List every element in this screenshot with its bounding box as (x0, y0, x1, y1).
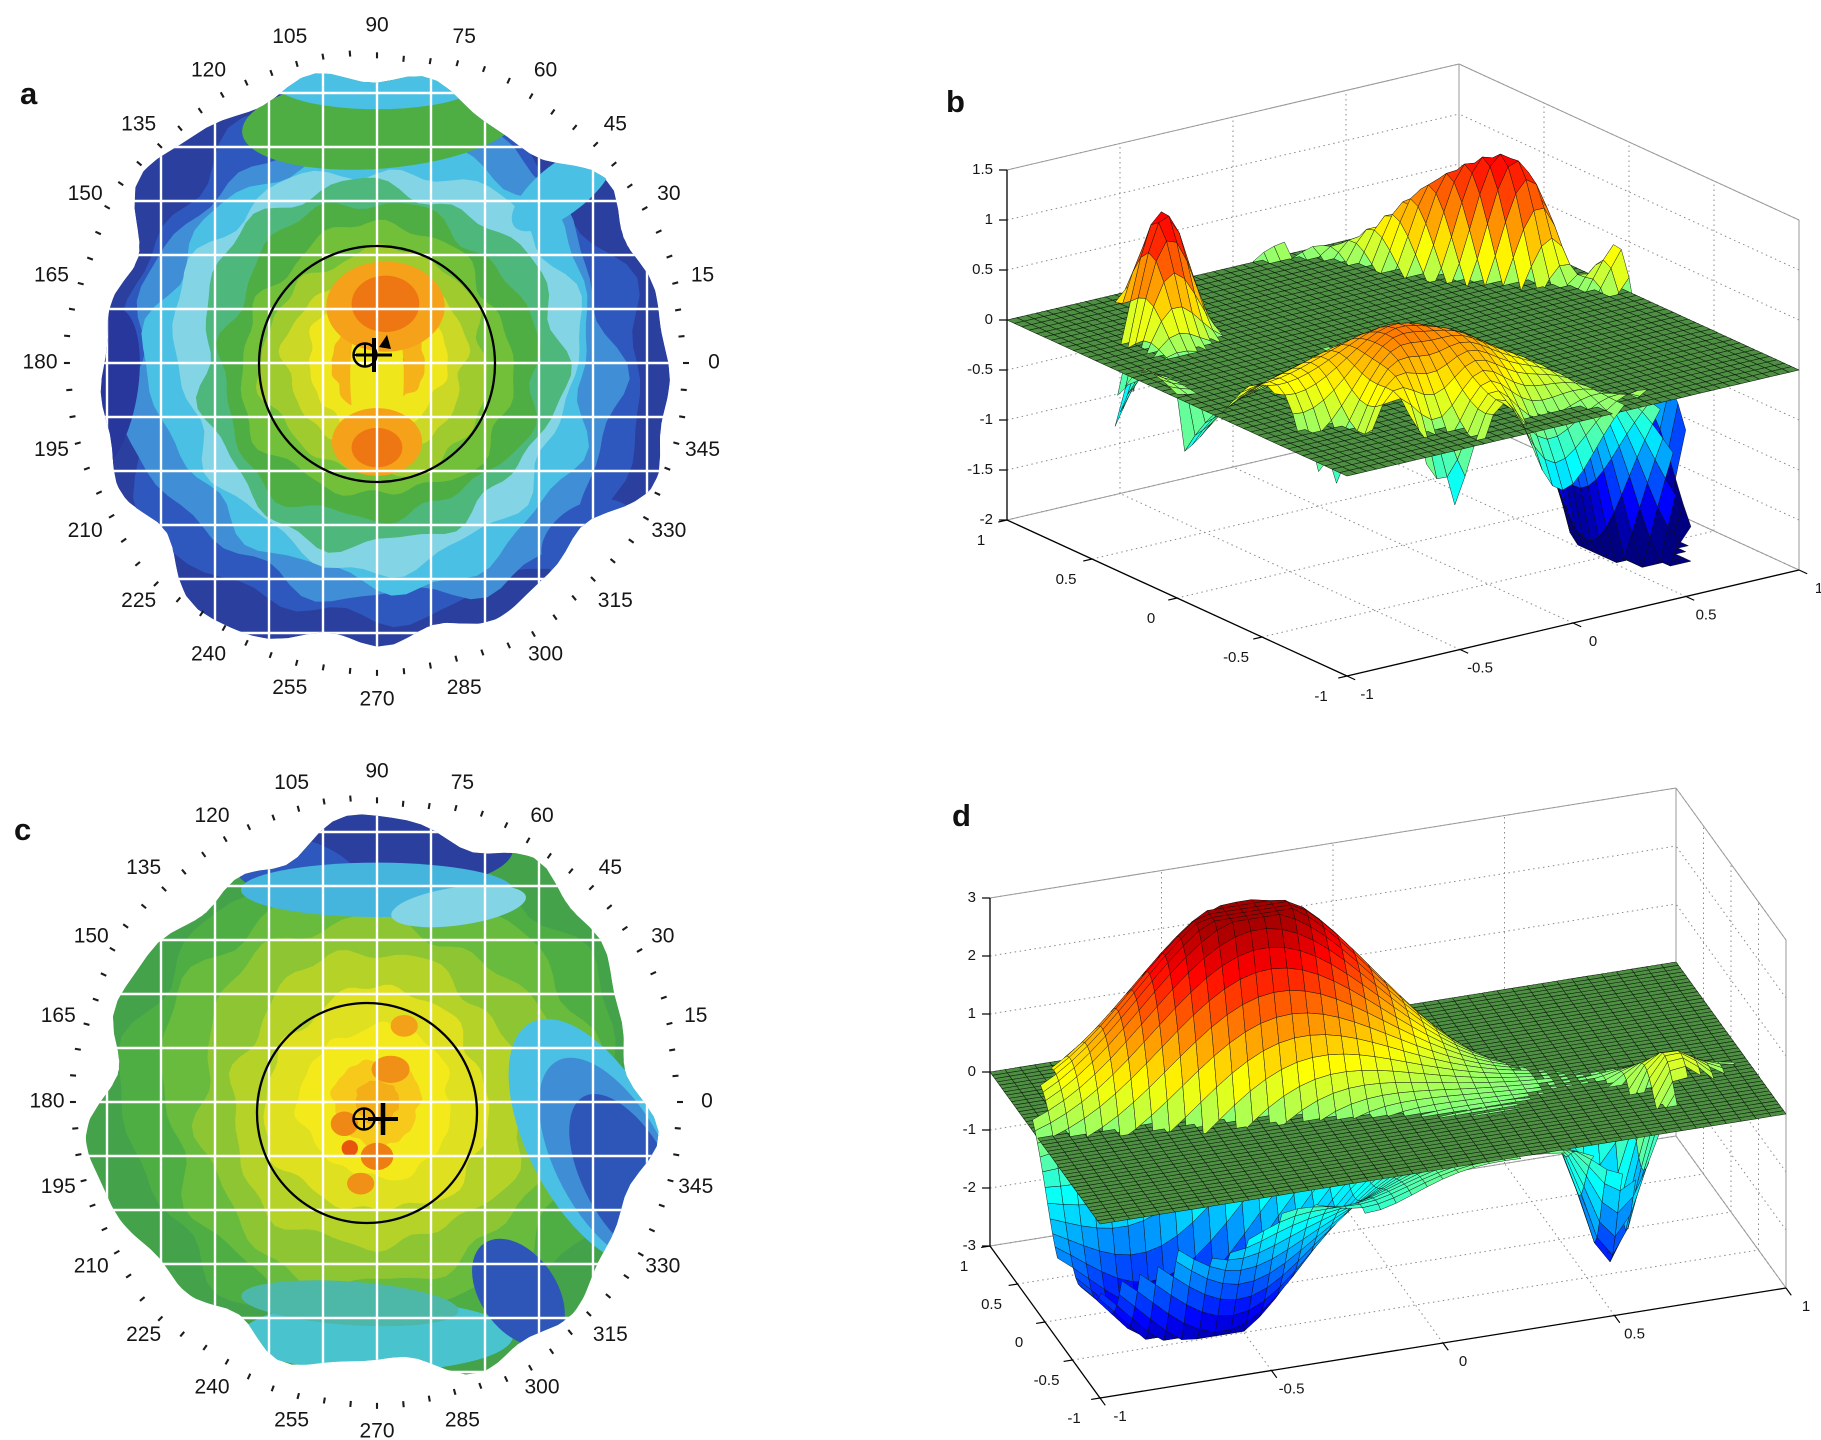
svg-text:-0.5: -0.5 (967, 361, 993, 378)
svg-text:255: 255 (272, 676, 307, 699)
panel-label-c: c (14, 812, 32, 847)
svg-text:165: 165 (34, 263, 69, 286)
svg-text:75: 75 (451, 771, 474, 794)
svg-text:195: 195 (41, 1175, 76, 1198)
svg-text:285: 285 (445, 1408, 480, 1431)
svg-text:105: 105 (272, 25, 307, 48)
svg-text:-2: -2 (980, 511, 993, 528)
svg-text:1: 1 (1815, 580, 1821, 597)
svg-text:150: 150 (68, 182, 103, 205)
y-axis-tick-labels: 1 0.5 0 -0.5 -1 (977, 519, 1348, 705)
topography-map-a: 0 15 30 45 60 75 90 105 120 135 150 165 180 195 210 225… (22, 14, 720, 711)
svg-text:90: 90 (365, 760, 388, 783)
svg-text:210: 210 (68, 519, 103, 542)
svg-text:300: 300 (528, 642, 563, 665)
panel-label-b: b (946, 84, 965, 119)
svg-text:225: 225 (126, 1323, 161, 1346)
svg-text:1.5: 1.5 (972, 161, 993, 178)
svg-text:300: 300 (524, 1375, 559, 1398)
svg-text:45: 45 (604, 112, 627, 135)
svg-text:0: 0 (985, 311, 993, 328)
surface-plot-b: 1.5 1 0.5 0 -0.5 -1 -1.5 -2 1 0.5 0 -0.5 -1 -1 -0.5 0 0.… (967, 63, 1821, 705)
svg-text:-0.5: -0.5 (1223, 649, 1249, 666)
svg-text:345: 345 (678, 1175, 713, 1198)
svg-text:-1.5: -1.5 (967, 461, 993, 478)
angle-labels: 0 15 30 45 60 75 90 105 120 135 150 165 180 195 210 225… (22, 14, 720, 711)
svg-text:210: 210 (74, 1255, 109, 1278)
svg-text:240: 240 (191, 642, 226, 665)
svg-text:120: 120 (194, 804, 229, 827)
svg-text:330: 330 (651, 519, 686, 542)
svg-text:-1: -1 (1314, 688, 1327, 705)
svg-text:0: 0 (701, 1090, 713, 1113)
svg-text:90: 90 (365, 14, 388, 37)
svg-text:180: 180 (22, 351, 57, 374)
svg-text:225: 225 (121, 589, 156, 612)
x-axis-tick-labels: -1 -0.5 0 0.5 1 (1346, 569, 1821, 703)
svg-text:135: 135 (121, 112, 156, 135)
svg-text:270: 270 (359, 1420, 394, 1440)
svg-text:1: 1 (985, 211, 993, 228)
svg-text:315: 315 (598, 589, 633, 612)
surface-mesh (1006, 153, 1800, 568)
svg-text:-1: -1 (980, 411, 993, 428)
apex-markers (352, 335, 392, 372)
svg-text:0.5: 0.5 (972, 261, 993, 278)
x-axis-tick-labels: -1-0.500.51 (1099, 1287, 1810, 1425)
svg-text:0: 0 (708, 351, 720, 374)
topography-map-c: 0 15 30 45 60 75 90 105 120 135 150 165 180 195 210 225… (29, 760, 713, 1440)
svg-text:105: 105 (274, 771, 309, 794)
svg-text:345: 345 (685, 438, 720, 461)
svg-text:75: 75 (453, 25, 476, 48)
svg-text:285: 285 (447, 676, 482, 699)
svg-text:240: 240 (194, 1375, 229, 1398)
pupil-outline-circle (257, 244, 497, 484)
svg-text:15: 15 (691, 263, 714, 286)
svg-text:1: 1 (977, 532, 985, 549)
svg-text:60: 60 (530, 804, 553, 827)
surface-mesh (989, 899, 1787, 1341)
svg-text:15: 15 (684, 1004, 707, 1027)
angle-labels: 0 15 30 45 60 75 90 105 120 135 150 165 180 195 210 225… (29, 760, 713, 1440)
svg-text:-0.5: -0.5 (1467, 659, 1493, 676)
svg-text:-1: -1 (1360, 686, 1373, 703)
topography-color-map (85, 814, 659, 1375)
svg-text:315: 315 (593, 1323, 628, 1346)
triangle-marker (379, 335, 391, 349)
svg-text:330: 330 (645, 1255, 680, 1278)
pupil-outline-circle (255, 1001, 479, 1225)
svg-text:195: 195 (34, 438, 69, 461)
panel-label-a: a (20, 76, 38, 111)
apex-markers (352, 1103, 398, 1135)
svg-text:60: 60 (534, 59, 557, 82)
svg-text:0: 0 (1589, 633, 1597, 650)
svg-text:165: 165 (41, 1004, 76, 1027)
svg-text:45: 45 (599, 856, 622, 879)
svg-text:135: 135 (126, 856, 161, 879)
svg-text:120: 120 (191, 59, 226, 82)
svg-text:0: 0 (1147, 610, 1155, 627)
svg-text:150: 150 (74, 925, 109, 948)
svg-text:270: 270 (359, 688, 394, 711)
angle-tick-marks (63, 50, 689, 676)
svg-text:255: 255 (274, 1408, 309, 1431)
svg-text:180: 180 (29, 1090, 64, 1113)
panel-label-d: d (952, 798, 971, 833)
angle-tick-marks (69, 795, 683, 1409)
svg-text:0.5: 0.5 (1696, 606, 1717, 623)
svg-text:0.5: 0.5 (1056, 571, 1077, 588)
z-axis-tick-labels: 1.5 1 0.5 0 -0.5 -1 -1.5 -2 (967, 161, 1007, 528)
svg-text:30: 30 (657, 182, 680, 205)
y-axis-tick-labels: 10.50-0.5-1 (960, 1245, 1101, 1427)
svg-text:30: 30 (651, 925, 674, 948)
